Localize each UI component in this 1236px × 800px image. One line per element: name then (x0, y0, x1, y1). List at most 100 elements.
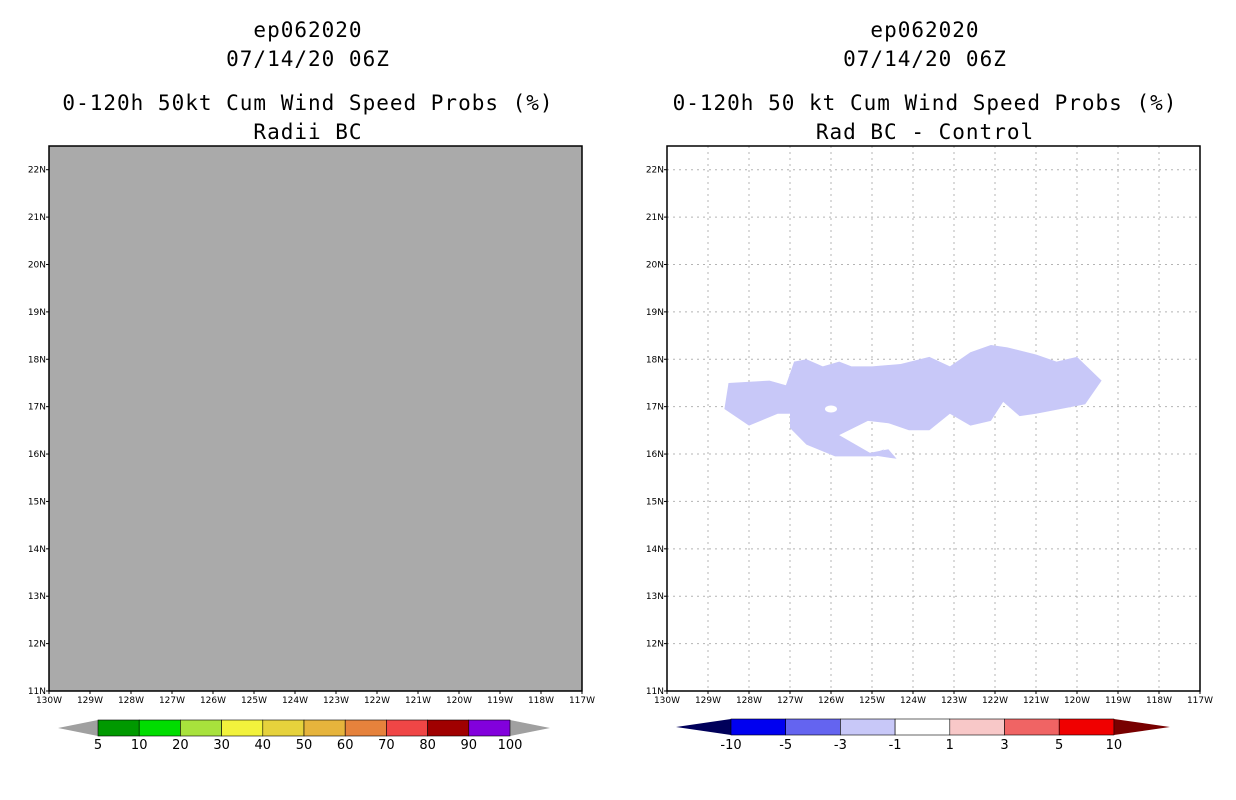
right-ytick-label: 19N (646, 308, 664, 318)
right-colorbar-label: -10 (720, 738, 741, 753)
left-ytick-label: 20N (28, 260, 46, 270)
right-ytick-label: 18N (646, 355, 664, 365)
right-subtitle: Rad BC - Control (815, 120, 1035, 144)
left-colorbar-label: 60 (337, 738, 354, 753)
right-xtick-label: 126W (818, 696, 844, 706)
left-colorbar-label: 70 (378, 738, 395, 753)
right-panel-title: ep062020 07/14/20 06Z 0-120h 50 kt Cum W… (635, 16, 1215, 147)
left-colorbar-swatch (262, 719, 305, 737)
left-colorbar-label: 80 (419, 738, 436, 753)
right-colorbar-label: -5 (779, 738, 792, 753)
left-xtick-label: 120W (446, 696, 472, 706)
left-colorbar-label: 30 (213, 738, 230, 753)
right-datetime: 07/14/20 06Z (843, 47, 1007, 71)
left-map-panel: 130W 129W 128W 127W 126W 125W 124W 123W 122W 121W… (28, 145, 595, 706)
difference-region-lobe (863, 449, 897, 459)
left-colorbar-label: 100 (498, 738, 523, 753)
left-xtick-label: 117W (569, 696, 595, 706)
left-colorbar-low-arrow (58, 720, 98, 736)
left-colorbar-swatch (221, 719, 264, 737)
right-colorbar-swatch (840, 718, 896, 736)
left-xtick-label: 128W (118, 696, 144, 706)
left-colorbar-swatch (386, 719, 428, 737)
left-map-frame (48, 145, 583, 692)
left-colorbar-swatch (468, 719, 511, 737)
right-xtick-label: 121W (1023, 696, 1049, 706)
left-colorbar-label: 20 (172, 738, 189, 753)
right-colorbar: -10 -5 -3 -1 1 3 5 10 (676, 718, 1170, 753)
left-ytick-label: 12N (28, 640, 46, 650)
right-xtick-label: 122W (982, 696, 1008, 706)
left-ytick-label: 15N (28, 497, 46, 507)
left-ytick-label: 13N (28, 592, 46, 602)
left-subtitle: Radii BC (253, 120, 363, 144)
right-xtick-label: 120W (1064, 696, 1090, 706)
right-colorbar-label: 10 (1106, 738, 1123, 753)
left-xtick-label: 126W (200, 696, 226, 706)
right-xtick-label: 129W (695, 696, 721, 706)
left-ytick-label: 16N (28, 450, 46, 460)
left-colorbar-swatch (180, 719, 222, 737)
right-xtick-label: 130W (654, 696, 680, 706)
left-panel-title: ep062020 07/14/20 06Z 0-120h 50kt Cum Wi… (18, 16, 598, 147)
right-ytick-label: 20N (646, 260, 664, 270)
left-xtick-label: 127W (159, 696, 185, 706)
left-storm-id: ep062020 (253, 18, 363, 42)
left-colorbar-swatch (427, 719, 470, 737)
left-colorbar-label: 90 (461, 738, 478, 753)
right-colorbar-swatch (1058, 718, 1115, 736)
left-ytick-label: 21N (28, 213, 46, 223)
right-colorbar-label: -1 (889, 738, 902, 753)
left-ytick-label: 14N (28, 545, 46, 555)
right-colorbar-swatch (949, 718, 1005, 736)
left-ytick-label: 11N (28, 687, 46, 697)
left-xtick-label: 122W (364, 696, 390, 706)
left-colorbar-swatch (344, 719, 387, 737)
right-map-panel: 130W 129W 128W 127W 126W 125W 124W 123W 122W 121W… (646, 145, 1213, 706)
left-ytick-label: 19N (28, 308, 46, 318)
left-ytick-label: 22N (28, 166, 46, 176)
right-map-frame (666, 145, 1201, 692)
right-xtick-label: 117W (1187, 696, 1213, 706)
right-xtick-label: 119W (1105, 696, 1131, 706)
right-ytick-label: 22N (646, 166, 664, 176)
right-xtick-label: 128W (736, 696, 762, 706)
right-storm-id: ep062020 (870, 18, 980, 42)
left-ytick-label: 18N (28, 355, 46, 365)
left-xtick-label: 125W (241, 696, 267, 706)
right-xtick-label: 118W (1146, 696, 1172, 706)
right-xtick-label: 127W (777, 696, 803, 706)
right-ytick-label: 13N (646, 592, 664, 602)
left-xtick-label: 121W (405, 696, 431, 706)
left-xtick-label: 119W (487, 696, 513, 706)
left-colorbar-swatch (97, 719, 140, 737)
left-colorbar-high-arrow (510, 720, 550, 736)
right-colorbar-swatch (785, 718, 841, 736)
left-colorbar-swatch (138, 719, 181, 737)
left-colorbar-label: 5 (94, 738, 102, 753)
left-xtick-label: 123W (323, 696, 349, 706)
right-ytick-label: 17N (646, 403, 664, 413)
right-colorbar-label: -3 (834, 738, 847, 753)
right-colorbar-label: 5 (1055, 738, 1063, 753)
right-ytick-label: 16N (646, 450, 664, 460)
left-colorbar-swatch (303, 719, 346, 737)
left-colorbar-label: 50 (296, 738, 313, 753)
left-xtick-label: 130W (36, 696, 62, 706)
left-xtick-label: 118W (528, 696, 554, 706)
difference-region (724, 345, 1102, 457)
left-colorbar: 5 10 20 30 40 50 60 70 80 90 100 (58, 719, 550, 753)
right-colorbar-swatch (1004, 718, 1060, 736)
right-colorbar-swatch (894, 718, 951, 736)
right-xtick-label: 125W (859, 696, 885, 706)
left-colorbar-label: 40 (255, 738, 272, 753)
left-xtick-label: 124W (282, 696, 308, 706)
right-colorbar-swatch (730, 718, 787, 736)
left-datetime: 07/14/20 06Z (226, 47, 390, 71)
right-colorbar-high-arrow (1113, 719, 1170, 735)
right-ytick-label: 21N (646, 213, 664, 223)
right-product-title: 0-120h 50 kt Cum Wind Speed Probs (%) (672, 91, 1178, 115)
right-ytick-label: 11N (646, 687, 664, 697)
left-ytick-label: 17N (28, 403, 46, 413)
